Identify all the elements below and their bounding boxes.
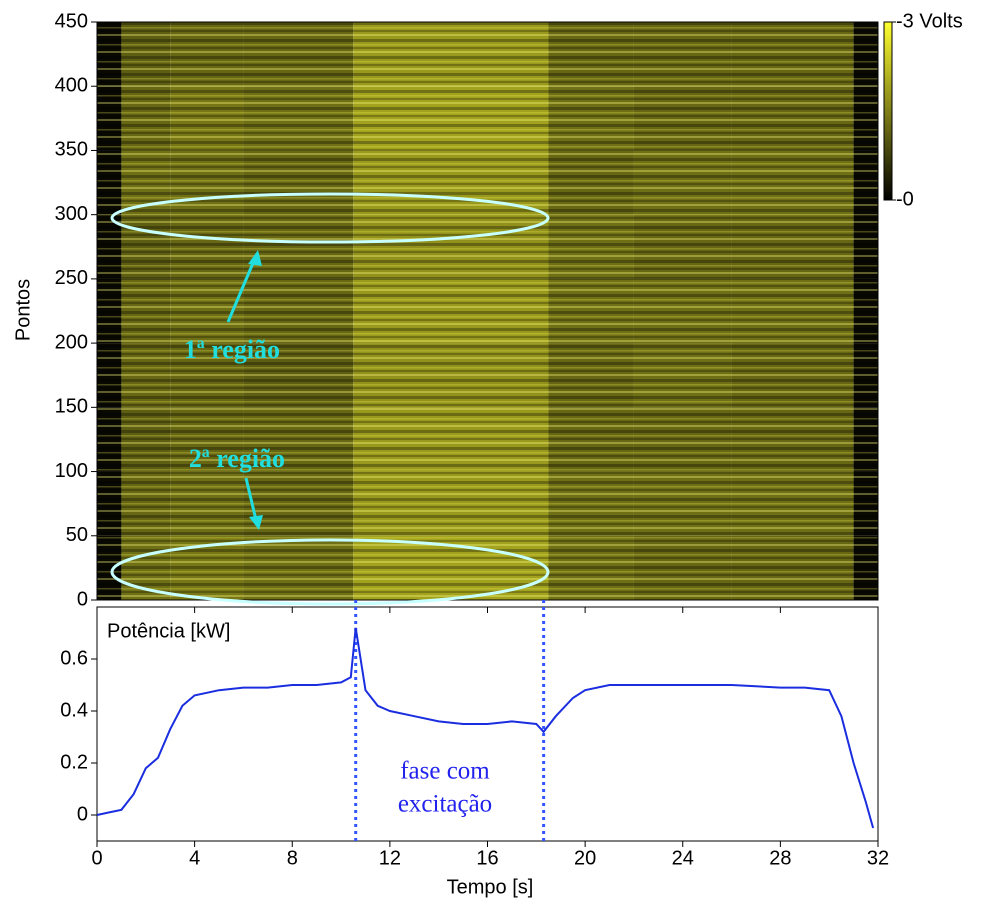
x-tick-label: 4 xyxy=(189,847,200,869)
annotation: 1ª região xyxy=(184,335,280,364)
y-tick-label: 150 xyxy=(55,396,88,418)
texture xyxy=(97,22,878,600)
y-axis-title: Potência [kW] xyxy=(107,620,230,642)
power-line xyxy=(96,627,875,829)
y-tick-label: 50 xyxy=(66,524,88,546)
x-tick-label: 28 xyxy=(769,847,791,869)
region-ellipse xyxy=(110,538,550,606)
x-tick-label: 12 xyxy=(379,847,401,869)
y-tick-label: 400 xyxy=(55,75,88,97)
x-tick-label: 32 xyxy=(867,847,889,869)
arrow-head xyxy=(248,250,262,266)
arrow xyxy=(226,255,258,323)
x-tick-label: 20 xyxy=(574,847,596,869)
colorbar-tick-label: -3 Volts xyxy=(896,10,963,32)
y-axis-title: Pontos xyxy=(12,279,34,341)
y-tick-label: 450 xyxy=(55,10,88,32)
heatmap-frame xyxy=(96,21,879,601)
x-tick-label: 0 xyxy=(91,847,102,869)
x-tick-label: 24 xyxy=(672,847,694,869)
y-tick-label: 0.2 xyxy=(60,751,88,773)
y-tick-label: 250 xyxy=(55,267,88,289)
y-tick-label: 0.6 xyxy=(60,647,88,669)
y-tick-label: 100 xyxy=(55,460,88,482)
x-tick-label: 16 xyxy=(476,847,498,869)
arrow xyxy=(244,477,258,521)
annotation: 2ª região xyxy=(189,444,285,473)
annotation: fase com xyxy=(400,758,490,785)
y-tick-label: 200 xyxy=(55,331,88,353)
colorbar xyxy=(883,21,893,201)
x-axis-title: Tempo [s] xyxy=(447,876,534,898)
annotation: excitação xyxy=(398,791,492,818)
region-ellipse xyxy=(110,192,550,244)
arrow-head xyxy=(249,515,263,530)
colorbar-tick-label: -0 xyxy=(896,188,914,210)
y-tick-label: 0.4 xyxy=(60,699,88,721)
y-tick-label: 300 xyxy=(55,203,88,225)
y-tick-label: 0 xyxy=(77,803,88,825)
y-tick-label: 350 xyxy=(55,139,88,161)
x-tick-label: 8 xyxy=(287,847,298,869)
y-tick-label: 0 xyxy=(77,588,88,610)
